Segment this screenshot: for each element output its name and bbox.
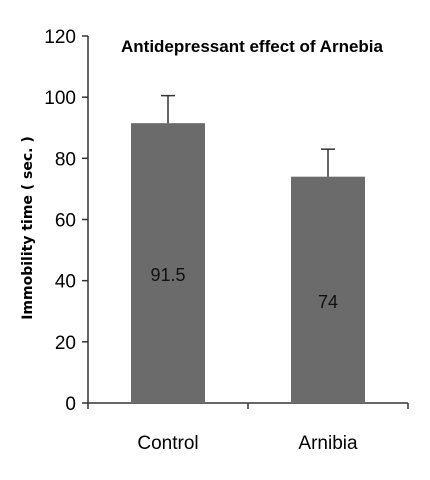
x-tick-label: Control bbox=[137, 433, 198, 454]
data-label: 91.5 bbox=[150, 265, 185, 285]
chart-title: Antidepressant effect of Arnebia bbox=[121, 37, 384, 56]
x-axis: Control Arnibia bbox=[87, 402, 409, 454]
y-tick-label: 40 bbox=[55, 272, 76, 293]
y-axis-label: Immobility time ( sec. ) bbox=[20, 136, 36, 320]
y-tick-label: 0 bbox=[65, 394, 76, 415]
bar-control bbox=[131, 123, 205, 403]
bars: 91.5 74 bbox=[131, 94, 365, 403]
y-tick-label: 80 bbox=[55, 149, 76, 170]
data-label: 74 bbox=[318, 292, 338, 312]
bar-arnibia bbox=[291, 176, 365, 403]
y-axis: 0 20 40 60 80 100 120 bbox=[44, 27, 89, 415]
y-tick-label: 60 bbox=[55, 211, 76, 232]
y-tick-label: 120 bbox=[44, 27, 76, 48]
y-tick-label: 100 bbox=[44, 88, 76, 109]
y-tick-label: 20 bbox=[55, 333, 76, 354]
x-tick-label: Arnibia bbox=[298, 433, 358, 454]
